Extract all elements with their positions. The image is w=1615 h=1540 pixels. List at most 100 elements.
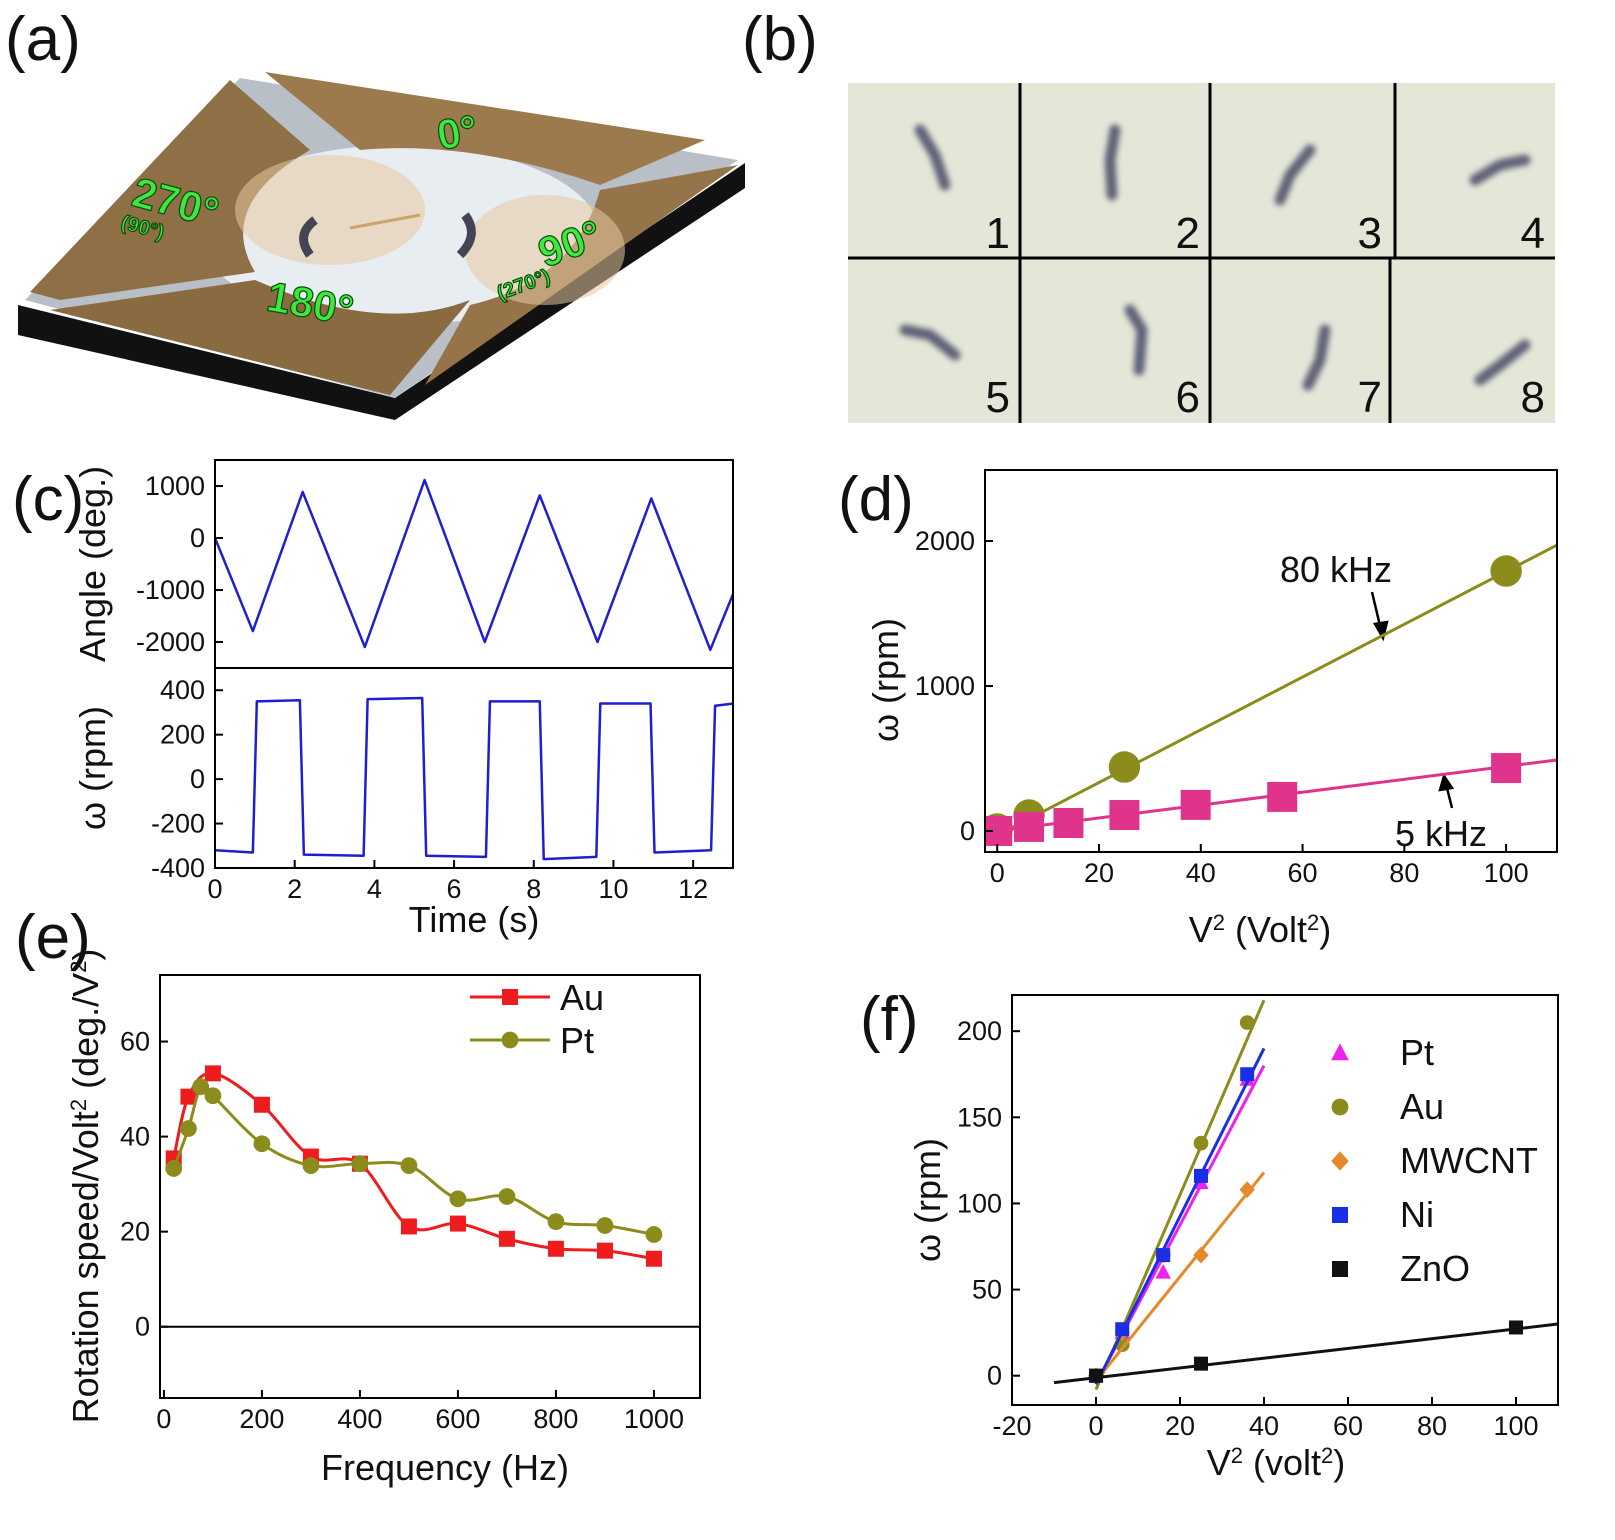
marker bbox=[165, 1160, 183, 1177]
marker bbox=[1108, 751, 1141, 783]
frame-number: 7 bbox=[1358, 373, 1382, 422]
angle-label: 0° bbox=[433, 106, 481, 159]
y-tick-label: 0 bbox=[190, 764, 205, 794]
axis-label: Time (s) bbox=[409, 899, 540, 940]
electrode-pad bbox=[235, 155, 425, 265]
axis-label: Rotation speed/Volt2 (deg./V2) bbox=[65, 949, 106, 1424]
marker bbox=[596, 1217, 614, 1234]
legend-marker bbox=[501, 1031, 519, 1049]
marker bbox=[302, 1157, 320, 1174]
axis-label-part: (deg./V bbox=[65, 973, 106, 1099]
marker bbox=[645, 1226, 663, 1243]
marker bbox=[1156, 1248, 1171, 1263]
axis-label-part: Rotation speed/Volt bbox=[65, 1111, 106, 1423]
marker bbox=[1193, 1246, 1209, 1264]
marker bbox=[1491, 753, 1522, 784]
wire-image bbox=[914, 124, 951, 191]
legend-label: Au bbox=[1400, 1086, 1444, 1127]
x-tick-label: 1000 bbox=[624, 1404, 684, 1434]
axis-label-part: 2 bbox=[1307, 910, 1319, 935]
frame-number: 2 bbox=[1176, 209, 1200, 258]
axis-label: ω (rpm) bbox=[72, 706, 113, 830]
marker bbox=[498, 1188, 516, 1205]
x-tick-label: 200 bbox=[239, 1404, 284, 1434]
frame-number: 5 bbox=[986, 373, 1010, 422]
marker bbox=[449, 1190, 467, 1208]
marker bbox=[351, 1155, 369, 1173]
x-tick-label: 12 bbox=[678, 874, 708, 904]
x-tick-label: 20 bbox=[1165, 1411, 1195, 1441]
y-tick-label: 200 bbox=[160, 720, 205, 750]
legend-label: Pt bbox=[1400, 1032, 1434, 1073]
marker bbox=[547, 1240, 564, 1257]
x-tick-label: 40 bbox=[1249, 1411, 1279, 1441]
x-tick-label: 80 bbox=[1417, 1411, 1447, 1441]
y-tick-label: -1000 bbox=[136, 575, 205, 605]
x-tick-label: 0 bbox=[207, 874, 222, 904]
marker bbox=[1109, 800, 1140, 831]
axis-label-part: 2 bbox=[1213, 910, 1225, 935]
frame-grid bbox=[848, 83, 1555, 423]
wire-image bbox=[1274, 144, 1316, 206]
legend-label: Pt bbox=[560, 1020, 594, 1061]
y-tick-label: 60 bbox=[120, 1027, 150, 1057]
legend-label: Au bbox=[560, 977, 604, 1018]
marker bbox=[1194, 1168, 1208, 1183]
legend-marker bbox=[1331, 1043, 1349, 1061]
legend-marker bbox=[1331, 1098, 1349, 1116]
annotation: 5 kHz bbox=[1395, 813, 1487, 854]
x-tick-label: 40 bbox=[1186, 858, 1216, 888]
wire-image bbox=[1124, 304, 1148, 376]
marker bbox=[1240, 1067, 1255, 1082]
y-tick-label: 40 bbox=[120, 1122, 150, 1152]
axis-label-part: 2 bbox=[1231, 1443, 1243, 1468]
marker bbox=[1239, 1015, 1255, 1030]
axis-label: Frequency (Hz) bbox=[321, 1447, 569, 1488]
axis-label-part: (Volt bbox=[1225, 909, 1307, 950]
plot-frame bbox=[214, 667, 734, 869]
rotation-arrow bbox=[299, 216, 318, 258]
y-tick-label: 150 bbox=[957, 1102, 1002, 1132]
y-tick-label: 0 bbox=[960, 816, 975, 846]
legend-marker bbox=[1332, 1207, 1348, 1223]
x-tick-label: 8 bbox=[526, 874, 541, 904]
x-tick-label: 600 bbox=[435, 1404, 480, 1434]
panel-label: (b) bbox=[742, 5, 818, 74]
marker bbox=[1239, 1181, 1255, 1199]
axis-label-part: 2 bbox=[1321, 1443, 1333, 1468]
electrode bbox=[50, 280, 470, 395]
marker bbox=[645, 1250, 662, 1267]
y-tick-label: 1000 bbox=[145, 471, 205, 501]
y-tick-label: -200 bbox=[151, 809, 205, 839]
y-tick-label: 20 bbox=[120, 1217, 150, 1247]
marker bbox=[192, 1078, 210, 1096]
marker bbox=[1115, 1322, 1130, 1337]
x-tick-label: 2 bbox=[287, 874, 302, 904]
panel-label: (c) bbox=[12, 465, 84, 534]
axis-label-part: ) bbox=[1319, 909, 1331, 950]
data-line bbox=[215, 478, 733, 652]
panel-label: (a) bbox=[5, 5, 81, 74]
axis-label-part: V bbox=[1189, 909, 1213, 950]
frame-number: 6 bbox=[1176, 373, 1200, 422]
plot-area bbox=[1053, 999, 1558, 1391]
legend-marker bbox=[1332, 1261, 1348, 1277]
legend-label: ZnO bbox=[1400, 1248, 1470, 1289]
legend-marker bbox=[502, 989, 518, 1005]
x-tick-label: 800 bbox=[533, 1404, 578, 1434]
y-tick-label: 0 bbox=[987, 1361, 1002, 1391]
wire-image bbox=[899, 324, 961, 361]
marker bbox=[180, 1120, 197, 1137]
frame-number: 1 bbox=[986, 209, 1010, 258]
x-tick-label: -20 bbox=[992, 1411, 1031, 1441]
axis-label: V2 (volt2) bbox=[1207, 1442, 1346, 1483]
x-tick-label: 100 bbox=[1484, 858, 1529, 888]
nanowire bbox=[349, 213, 421, 230]
legend-marker bbox=[1331, 1151, 1349, 1171]
marker bbox=[1014, 811, 1045, 842]
y-tick-label: 100 bbox=[957, 1188, 1002, 1218]
panel-label: (d) bbox=[838, 465, 914, 534]
device-illustration bbox=[18, 72, 745, 420]
frame-number: 8 bbox=[1521, 373, 1545, 422]
plot-area bbox=[215, 478, 733, 652]
